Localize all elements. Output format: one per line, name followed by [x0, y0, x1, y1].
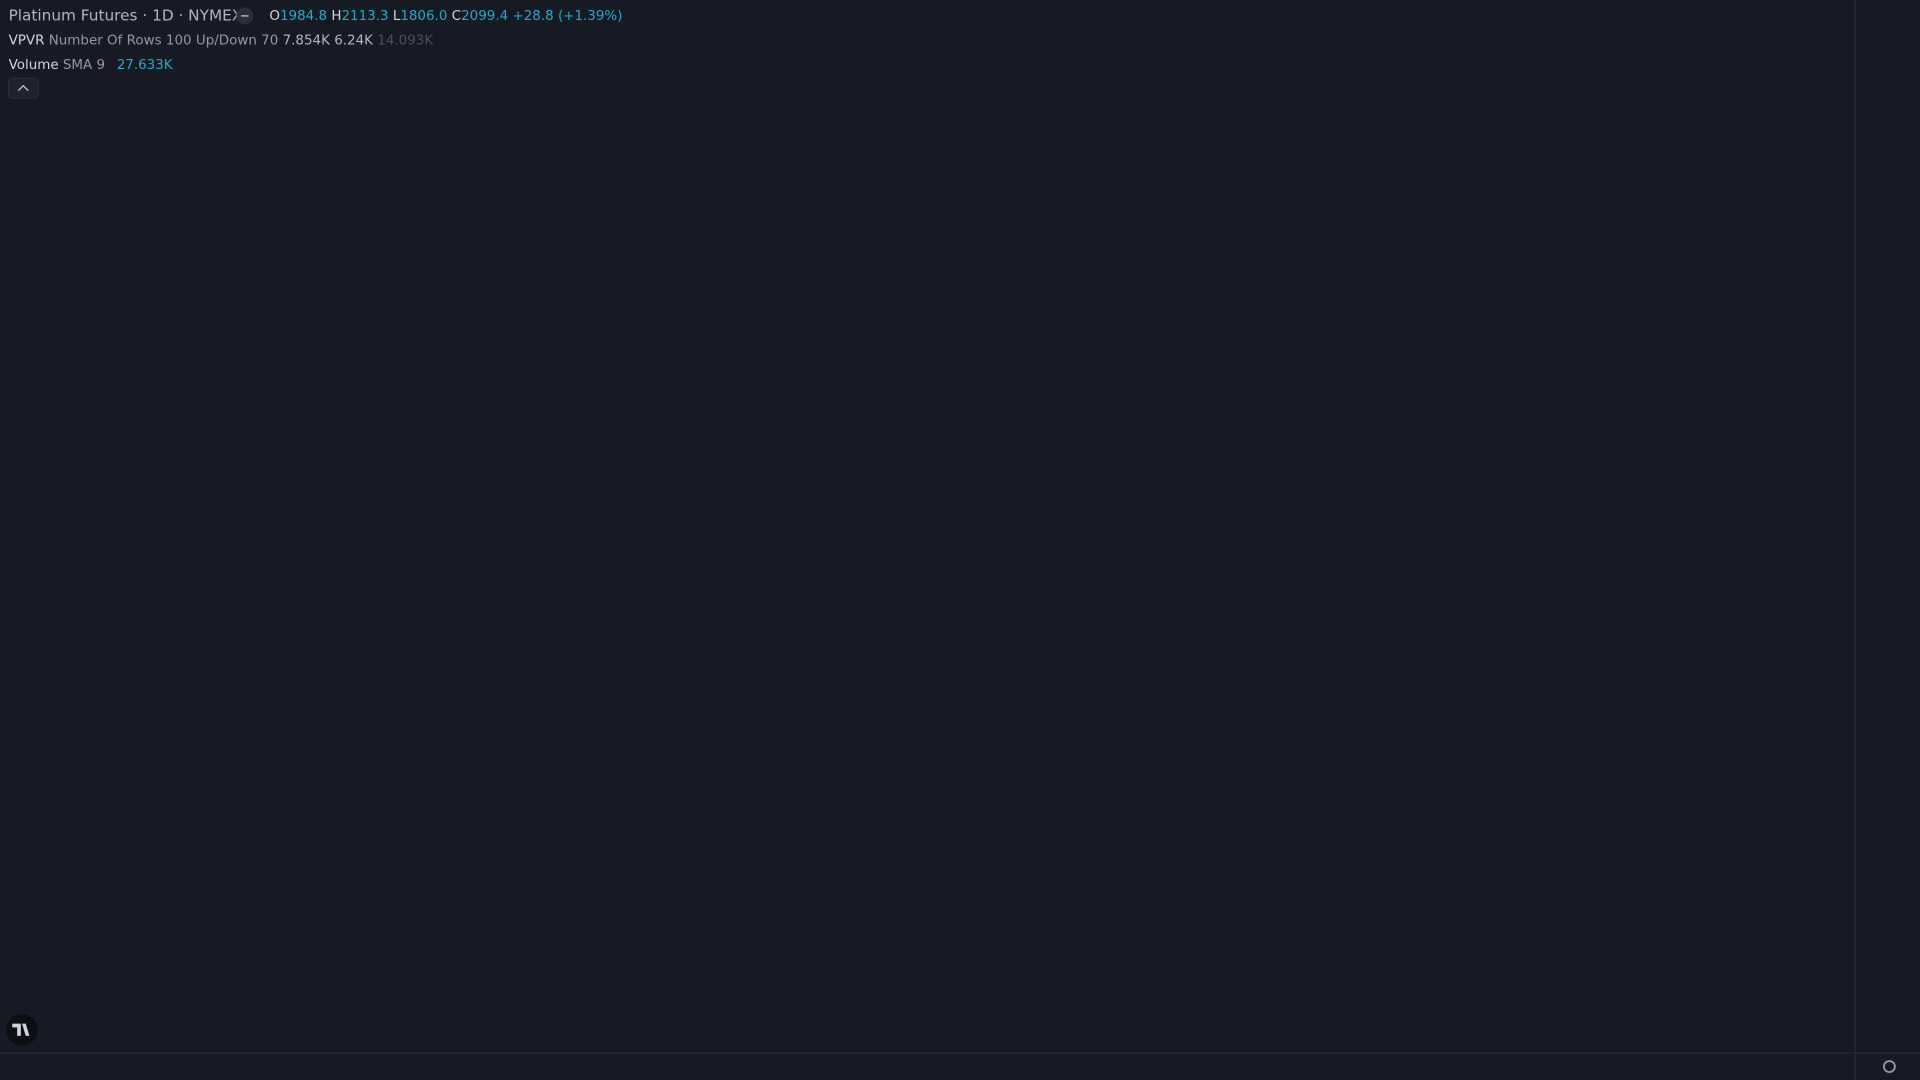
chart-title: Platinum Futures · 1D · NYMEX — [9, 6, 243, 24]
indicator-value: 7.854K — [283, 33, 332, 48]
ohlc-key: C — [452, 9, 461, 24]
indicator-name: VPVR — [9, 33, 45, 48]
ohlc-value: 1984.8 — [280, 9, 327, 24]
ohlc-value: 2099.4 — [461, 9, 508, 24]
chevron-icon — [17, 84, 29, 92]
hide-legend-button[interactable] — [7, 77, 39, 99]
settings-button[interactable] — [1882, 1060, 1896, 1073]
indicator-value: 14.093K — [377, 33, 434, 48]
ohlc-key: H — [331, 9, 341, 24]
ohlc-value: 1806.0 — [400, 9, 447, 24]
logo[interactable] — [6, 1013, 38, 1046]
indicator-settings: SMA 9 — [63, 58, 105, 73]
ohlc-value: 2113.3 — [341, 9, 388, 24]
indicator-value: 6.24K — [334, 33, 374, 48]
volume-legend: Volume SMA 9 27.633K — [9, 58, 174, 73]
ohlc-key: L — [393, 9, 401, 24]
indicator-settings: Number Of Rows 100 Up/Down 70 — [49, 33, 279, 48]
indicator-name: Volume — [9, 58, 59, 73]
logo-glyph — [12, 1023, 30, 1036]
price-axis-panel — [1855, 0, 1920, 1080]
ohlc-key: O — [269, 9, 280, 24]
indicator-value: 27.633K — [117, 58, 174, 73]
ohlc-readout: O1984.8 H2113.3 L1806.0 C2099.4 +28.8 (+… — [269, 9, 622, 24]
change: +28.8 (+1.39%) — [512, 9, 622, 24]
vpvr-legend: VPVR Number Of Rows 100 Up/Down 70 7.854… — [9, 33, 435, 48]
